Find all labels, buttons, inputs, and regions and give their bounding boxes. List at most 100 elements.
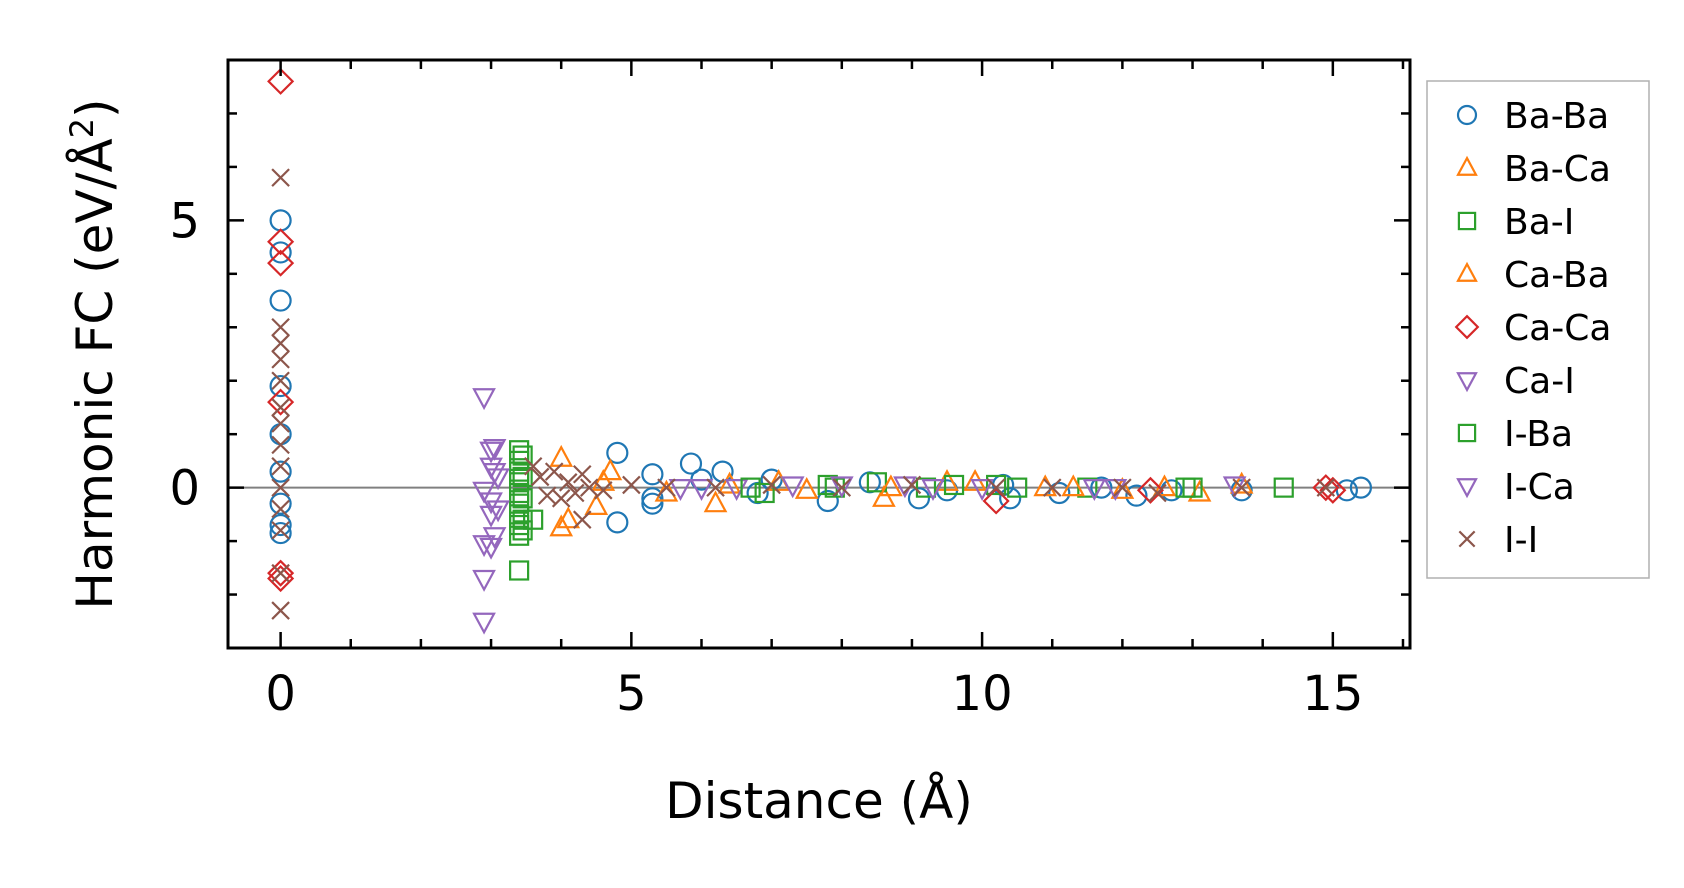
data-point (1136, 476, 1165, 504)
data-point (509, 482, 530, 504)
data-point (512, 520, 533, 541)
data-point (999, 487, 1022, 510)
data-point (271, 563, 290, 583)
series-ba-i (509, 440, 1294, 581)
data-point (530, 467, 550, 487)
data-point (267, 67, 295, 95)
data-point (271, 499, 290, 519)
data-point (551, 489, 571, 508)
data-point (970, 479, 994, 501)
data-point (549, 444, 574, 467)
data-point (1061, 474, 1086, 497)
data-point (271, 601, 290, 620)
data-point (512, 509, 533, 530)
data-point (509, 440, 530, 461)
data-point (679, 452, 703, 475)
data-point (606, 441, 629, 464)
data-point (271, 371, 290, 391)
x-tick-label: 15 (1302, 666, 1363, 722)
data-point (271, 350, 290, 369)
data-point (512, 445, 533, 466)
data-point (982, 487, 1010, 515)
data-point (986, 474, 1007, 496)
legend-marker (1456, 478, 1478, 499)
legend-marker (1457, 211, 1477, 231)
data-point (271, 168, 290, 187)
data-point (523, 456, 543, 476)
data-point (762, 475, 781, 495)
legend-item-ca-i: Ca-I (1456, 361, 1575, 402)
data-point (1007, 477, 1028, 498)
data-point (1042, 478, 1062, 497)
data-point (572, 510, 592, 529)
data-point (1273, 477, 1294, 498)
data-point (486, 500, 510, 523)
data-point (269, 521, 292, 545)
data-point (271, 414, 290, 433)
data-point (472, 481, 496, 504)
data-point (558, 473, 578, 492)
data-point (598, 458, 623, 481)
data-point (657, 478, 676, 497)
data-point (479, 505, 503, 528)
data-point (780, 476, 805, 499)
data-point (479, 492, 503, 515)
data-point (706, 478, 725, 497)
data-point (1048, 481, 1071, 505)
data-point (269, 423, 292, 446)
data-point (509, 560, 530, 581)
legend-marker (1458, 530, 1476, 548)
data-point (472, 535, 496, 558)
data-point (594, 481, 613, 500)
data-point (832, 478, 852, 497)
data-point (986, 478, 1006, 497)
data-point (271, 398, 290, 417)
legend-item-ca-ba: Ca-Ba (1456, 255, 1610, 296)
data-point (509, 504, 530, 525)
data-point (641, 463, 664, 486)
data-point (267, 564, 295, 593)
legend-label: I-Ba (1504, 414, 1573, 455)
data-point (943, 474, 965, 496)
data-point (479, 441, 503, 464)
data-point (641, 487, 664, 510)
data-point (271, 478, 290, 497)
data-point (269, 241, 292, 264)
legend-label: Ca-I (1504, 361, 1575, 402)
data-point (921, 479, 945, 501)
data-point (271, 435, 290, 455)
data-point (472, 388, 496, 411)
series-i-i (271, 168, 1336, 620)
data-point (544, 462, 564, 481)
data-point (606, 511, 629, 534)
data-point (1125, 484, 1148, 507)
legend-item-i-i: I-I (1458, 520, 1538, 561)
data-point (1148, 483, 1167, 503)
data-point (509, 493, 530, 514)
data-point (1349, 476, 1372, 499)
data-point (879, 474, 903, 497)
data-point (717, 471, 742, 494)
data-point (512, 488, 533, 509)
legend-marker (1456, 104, 1478, 126)
series-ca-ca (267, 67, 1347, 593)
legend-label: Ca-Ba (1504, 255, 1610, 296)
data-point (711, 460, 734, 483)
data-point (816, 489, 839, 513)
data-point (824, 477, 845, 498)
data-point (267, 249, 295, 277)
data-point (1110, 476, 1135, 499)
data-point (269, 460, 292, 483)
data-point (689, 479, 714, 501)
legend-item-ba-ca: Ba-Ca (1456, 149, 1611, 190)
data-point (1312, 474, 1340, 502)
data-point (271, 456, 290, 476)
y-axis-label-close: ) (66, 98, 124, 118)
data-point (556, 506, 581, 529)
data-point (902, 475, 922, 495)
data-point (482, 463, 507, 485)
y-axis-label: Harmonic FC (eV/Å2) (63, 98, 124, 609)
data-point (1082, 479, 1107, 501)
data-point (482, 438, 507, 461)
